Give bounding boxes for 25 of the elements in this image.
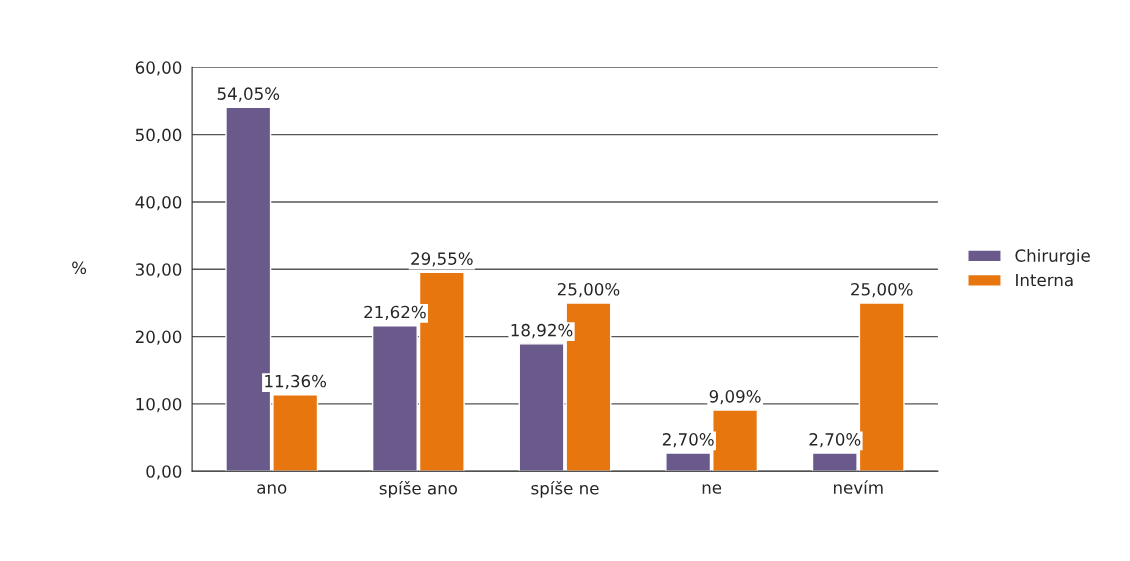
legend-label: Interna <box>1016 273 1073 287</box>
y-axis-title: % <box>72 261 87 275</box>
y-tick-label: 0,00 <box>146 465 182 480</box>
y-tick-label: 50,00 <box>135 128 182 143</box>
data-label: 25,00% <box>851 282 913 298</box>
data-label: 2,70% <box>809 433 861 448</box>
data-label: 18,92% <box>511 323 573 339</box>
data-label: 11,36% <box>265 374 327 390</box>
y-tick-label: 40,00 <box>135 195 182 211</box>
y-tick-label: 20,00 <box>135 330 182 345</box>
data-label: 25,00% <box>557 282 620 298</box>
y-tick-label: 10,00 <box>136 397 182 413</box>
x-tick-label: nevím <box>833 480 883 494</box>
data-label: 2,70% <box>662 433 714 448</box>
data-label: 9,09% <box>709 390 761 405</box>
x-tick-label: spíše ne <box>531 480 599 498</box>
data-label: 21,62% <box>364 305 426 320</box>
data-label: 54,05% <box>217 87 280 102</box>
y-tick-label: 30,00 <box>135 263 182 278</box>
x-tick-label: ne <box>702 484 722 494</box>
x-tick-label: ano <box>257 484 287 494</box>
x-tick-label: spíše ano <box>379 480 458 498</box>
data-label: 29,55% <box>411 252 473 267</box>
legend-label: Chirurgie <box>1015 248 1090 266</box>
y-tick-label: 60,00 <box>135 61 182 76</box>
